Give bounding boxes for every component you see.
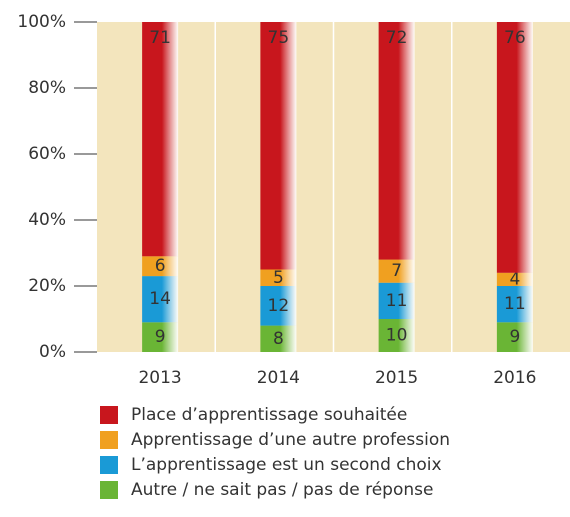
y-tick-label: 0% <box>39 342 66 362</box>
bar-segment <box>260 269 297 286</box>
legend-label: Place d’apprentissage souhaitée <box>131 405 407 425</box>
bar-segment <box>142 276 179 323</box>
bar-segment <box>260 325 297 352</box>
data-label: 7 <box>391 261 402 281</box>
data-label: 8 <box>273 329 284 349</box>
bar-segment <box>260 22 297 270</box>
bar-segment <box>142 256 179 277</box>
bar-segment <box>378 319 415 352</box>
x-tick-label: 2013 <box>138 368 181 388</box>
y-tick-label: 40% <box>28 210 66 230</box>
x-tick-label: 2016 <box>493 368 536 388</box>
legend-label: Autre / ne sait pas / pas de réponse <box>131 480 433 500</box>
y-tick-label: 100% <box>17 12 66 32</box>
legend-swatch <box>100 456 118 474</box>
data-label: 76 <box>504 28 526 48</box>
bar-segment <box>142 322 179 352</box>
data-label: 11 <box>386 291 408 311</box>
data-label: 72 <box>386 28 408 48</box>
legend-label: L’apprentissage est un second choix <box>131 455 442 475</box>
data-label: 10 <box>386 326 408 346</box>
data-label: 9 <box>509 327 520 347</box>
data-label: 9 <box>155 327 166 347</box>
bar-segment <box>378 282 415 319</box>
legend-swatch <box>100 431 118 449</box>
bar-segment <box>142 22 179 257</box>
data-label: 5 <box>273 268 284 288</box>
bar-segment <box>496 22 533 273</box>
bar-segment <box>378 259 415 283</box>
legend-swatch <box>100 481 118 499</box>
legend-swatch <box>100 406 118 424</box>
bar-segment <box>496 286 533 323</box>
bar-segment <box>260 286 297 326</box>
data-label: 4 <box>509 269 520 289</box>
y-tick-label: 80% <box>28 78 66 98</box>
data-label: 71 <box>149 28 171 48</box>
bar-segment <box>378 22 415 260</box>
y-tick-label: 20% <box>28 276 66 296</box>
data-label: 12 <box>268 296 290 316</box>
data-label: 75 <box>268 28 290 48</box>
data-label: 14 <box>149 289 171 309</box>
bar-segment <box>496 322 533 352</box>
data-label: 11 <box>504 294 526 314</box>
data-label: 6 <box>155 256 166 276</box>
y-tick-label: 60% <box>28 144 66 164</box>
legend-label: Apprentissage d’une autre profession <box>131 430 450 450</box>
x-tick-label: 2015 <box>375 368 418 388</box>
x-tick-label: 2014 <box>257 368 300 388</box>
bar-segment <box>496 272 533 286</box>
